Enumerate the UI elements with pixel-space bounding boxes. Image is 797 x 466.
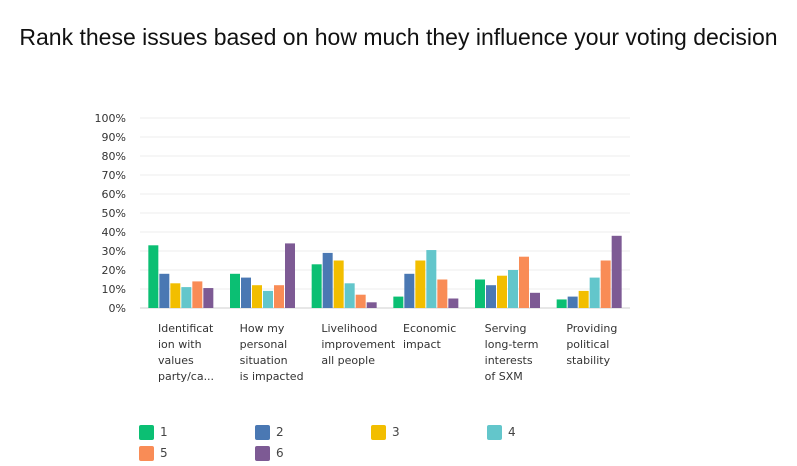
legend-swatch [139, 424, 154, 440]
bar-5: 5: 15% [437, 279, 448, 308]
y-tick-label: 90% [102, 131, 126, 144]
bar-3: 3: 17% [497, 275, 507, 308]
category-label: Economic impact [403, 322, 456, 351]
legend-item-2[interactable]: 2 [255, 424, 284, 440]
bar-1: 1: 18% [230, 273, 240, 308]
bar-4: 4: 16% [589, 277, 600, 308]
legend-label: 4 [508, 425, 516, 439]
bar-2: 2: 12% [486, 285, 496, 308]
bar-3: 3: 25% [415, 260, 426, 308]
legend-swatch [255, 424, 270, 440]
bar-1: 1: 6% [393, 296, 404, 308]
y-tick-label: 10% [102, 283, 126, 296]
legend-item-6[interactable]: 6 [255, 445, 284, 461]
legend-item-4[interactable]: 4 [487, 424, 516, 440]
bar-6: 6: 10.5% [203, 288, 214, 308]
y-tick-label: 100% [95, 112, 126, 125]
legend-item-1[interactable]: 1 [139, 424, 168, 440]
category-label: Serving long-term interests of SXM [485, 322, 539, 383]
bar-5: 5: 25% [600, 260, 611, 308]
legend-label: 2 [276, 425, 284, 439]
legend-label: 3 [392, 425, 400, 439]
bar-5: 5: 12% [274, 285, 284, 308]
y-tick-label: 70% [102, 169, 126, 182]
y-tick-label: 30% [102, 245, 126, 258]
bar-3: 3: 25% [333, 260, 344, 308]
y-tick-label: 20% [102, 264, 126, 277]
bar-6: 6: 34% [285, 243, 295, 308]
bar-3: 3: 12% [252, 285, 262, 308]
legend-label: 1 [160, 425, 168, 439]
legend-swatch [139, 445, 154, 461]
y-tick-label: 60% [102, 188, 126, 201]
bar-4: 4: 30.5% [426, 250, 437, 308]
bar-5: 5: 7% [355, 294, 366, 308]
bar-6: 6: 5% [448, 298, 459, 308]
legend-swatch [487, 424, 502, 440]
legend-item-3[interactable]: 3 [371, 424, 400, 440]
bar-1: 1: 15% [475, 279, 485, 308]
bar-5: 5: 14% [192, 281, 203, 308]
legend-label: 5 [160, 446, 168, 460]
bar-4: 4: 9% [263, 290, 273, 308]
category-label: Identificat ion with values party/ca... [158, 322, 214, 383]
bar-2: 2: 16% [241, 277, 251, 308]
grid-lines [140, 117, 630, 309]
bar-4: 4: 13% [344, 283, 355, 308]
bar-3: 3: 9% [578, 290, 589, 308]
bar-chart: 0% 10% 20% 30% 40% 50% 60% 70% 80% 90% 100% 1: 33%… [95, 112, 630, 383]
legend-swatch [371, 424, 386, 440]
category-label: Providing political stability [566, 322, 617, 367]
legend-label: 6 [276, 446, 284, 460]
category-label: Livelihood improvement all people [321, 322, 395, 367]
bar-1: 1: 23% [311, 264, 322, 308]
bar-5: 5: 27% [519, 256, 529, 308]
bar-1: 1: 4.5% [556, 299, 567, 308]
bar-3: 3: 13% [170, 283, 181, 308]
bars: 1: 33%2: 18%3: 13%4: 11%5: 14%6: 10.5%1:… [148, 235, 622, 308]
y-tick-label: 40% [102, 226, 126, 239]
bar-2: 2: 6% [567, 296, 578, 308]
bar-6: 6: 8% [530, 292, 540, 308]
bar-4: 4: 11% [181, 287, 192, 308]
bar-6: 6: 3% [366, 302, 377, 308]
x-axis-category-labels: Identificat ion with values party/ca... How … [158, 322, 617, 383]
y-tick-label: 80% [102, 150, 126, 163]
category-label: How my personal situation is impacted [240, 322, 304, 383]
bar-2: 2: 29% [322, 252, 333, 308]
legend-swatch [255, 445, 270, 461]
bar-4: 4: 20% [508, 270, 518, 308]
bar-1: 1: 33% [148, 245, 159, 308]
bar-2: 2: 18% [404, 273, 415, 308]
y-tick-label: 50% [102, 207, 126, 220]
legend-item-5[interactable]: 5 [139, 445, 168, 461]
y-tick-label: 0% [109, 302, 126, 315]
chart-title: Rank these issues based on how much they… [19, 24, 778, 50]
y-axis-tick-labels: 0% 10% 20% 30% 40% 50% 60% 70% 80% 90% 100% [95, 112, 126, 315]
bar-6: 6: 38% [611, 235, 622, 308]
bar-2: 2: 18% [159, 273, 170, 308]
